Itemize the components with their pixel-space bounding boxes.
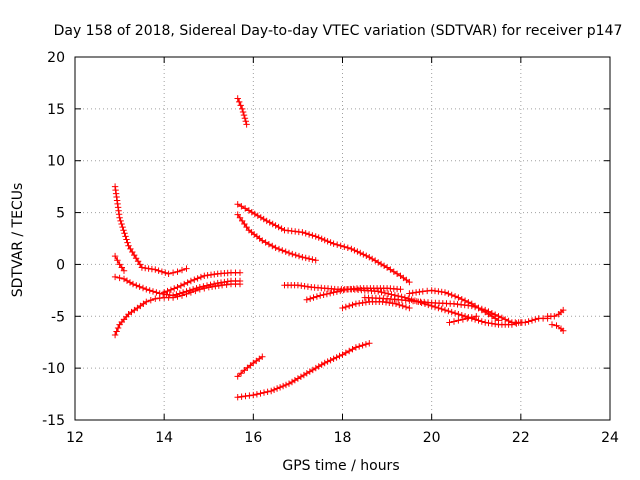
x-tick-label: 22 [512, 430, 530, 446]
y-axis-label: SDTVAR / TECUs [10, 183, 26, 298]
series-markers [234, 95, 250, 128]
x-tick-label: 24 [601, 430, 619, 446]
series-arc17 [544, 306, 567, 320]
series-arc10 [234, 340, 373, 401]
series-arc16 [446, 313, 480, 326]
x-tick-label: 16 [244, 430, 262, 446]
data-layer [111, 95, 567, 401]
series-markers [544, 306, 567, 320]
x-tick-label: 18 [334, 430, 352, 446]
series-markers [111, 252, 128, 274]
y-tick-label: 0 [56, 257, 65, 273]
series-markers [161, 269, 244, 296]
y-tick-label: 10 [47, 154, 65, 170]
series-arc18 [548, 321, 567, 334]
series-markers [406, 287, 502, 324]
series-arc8 [234, 211, 319, 264]
series-arc12 [303, 285, 404, 303]
plot-frame [74, 56, 611, 421]
y-tick-label: 15 [47, 102, 65, 118]
series-markers [234, 211, 319, 264]
y-tick-label: 5 [56, 206, 65, 222]
x-tick-label: 14 [155, 430, 173, 446]
series-arc7 [234, 201, 413, 286]
series-markers [446, 313, 480, 326]
series-markers [111, 280, 244, 339]
y-tick-label: -10 [42, 361, 65, 377]
y-tick-label: -5 [51, 309, 65, 325]
tick-labels: 12 14 16 18 20 22 24 -15 -10 -5 0 5 10 15 20 [42, 50, 619, 446]
series-markers [339, 298, 413, 312]
series-arc6 [234, 95, 250, 128]
series-line [114, 283, 241, 336]
series-arc3 [111, 252, 128, 274]
series-markers [234, 353, 266, 380]
x-tick-label: 12 [66, 430, 84, 446]
series-line [237, 213, 317, 261]
series-markers [548, 321, 567, 334]
series-arc13 [339, 298, 413, 312]
series-arc4 [111, 280, 244, 339]
series-markers [111, 273, 244, 299]
chart-title: Day 158 of 2018, Sidereal Day-to-day VTE… [54, 23, 623, 39]
series-arc5 [161, 269, 244, 296]
series-arc9 [234, 353, 266, 380]
series-markers [111, 183, 190, 277]
series-arc15 [406, 287, 502, 324]
y-tick-label: 20 [47, 50, 65, 66]
grid [75, 57, 610, 420]
x-axis-label: GPS time / hours [282, 458, 399, 474]
series-markers [234, 201, 413, 286]
y-tick-label: -15 [42, 413, 65, 429]
series-markers [303, 285, 404, 303]
series-markers [234, 340, 373, 401]
x-tick-label: 20 [423, 430, 441, 446]
series-arc1 [111, 183, 190, 277]
